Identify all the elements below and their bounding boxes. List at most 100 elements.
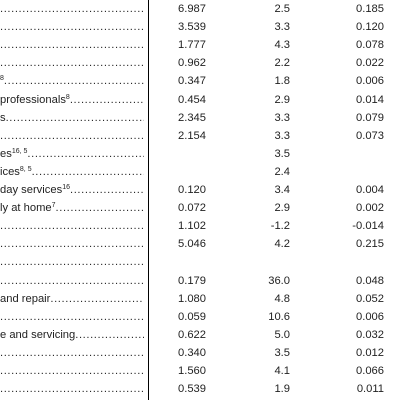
table-row: ........................................… xyxy=(0,381,400,397)
value-cell-3: 0.006 xyxy=(356,310,384,323)
value-cell-3: 0.066 xyxy=(356,365,384,377)
value-cell-1: 0.539 xyxy=(178,383,206,396)
value-cell-1: 0.622 xyxy=(178,328,206,341)
footnote-marker: 8, 5 xyxy=(19,165,32,173)
row-label: s.......................................… xyxy=(0,110,144,126)
row-label: ........................................… xyxy=(0,236,144,252)
value-cell-1: 2.154 xyxy=(178,129,206,142)
row-label: 8.......................................… xyxy=(0,73,144,89)
table-row: ........................................… xyxy=(0,345,400,361)
value-cell-3: 0.215 xyxy=(356,238,384,251)
row-label: ........................................… xyxy=(0,19,144,35)
table-row: ........................................… xyxy=(0,218,400,234)
value-cell-3: 0.048 xyxy=(356,274,384,287)
value-cell-3: 0.185 xyxy=(356,3,384,15)
table-row: 8.......................................… xyxy=(0,73,400,89)
row-label-text: ices xyxy=(0,165,20,178)
value-cell-1: 1.080 xyxy=(178,292,206,305)
footnote-marker: 7 xyxy=(51,202,56,210)
value-cell-2: 1.8 xyxy=(274,75,290,88)
footnote-marker: 8 xyxy=(0,75,4,83)
value-cell-2: 3.4 xyxy=(274,184,290,196)
value-cell-2: -1.2 xyxy=(270,220,290,233)
table-row: ........................................… xyxy=(0,273,400,289)
row-label-text: ly at home xyxy=(0,202,52,215)
footnote-marker: 16, 5 xyxy=(11,147,28,155)
leader-dots: ........................................… xyxy=(5,111,144,124)
row-label: ........................................… xyxy=(0,218,144,234)
value-cell-3: 0.052 xyxy=(356,292,384,305)
row-label-text: e and servicing xyxy=(0,328,76,341)
value-cell-2: 2.5 xyxy=(274,3,290,15)
value-cell-3: 0.073 xyxy=(356,129,384,142)
table-row: ........................................… xyxy=(0,363,400,379)
leader-dots: ........................................… xyxy=(0,256,144,269)
value-cell-2: 2.2 xyxy=(274,57,290,70)
value-cell-2: 36.0 xyxy=(268,274,290,287)
table-row: ........................................… xyxy=(0,55,400,71)
value-cell-1: 0.962 xyxy=(178,57,206,70)
leader-dots: ........................................… xyxy=(0,57,144,70)
value-cell-1: 1.777 xyxy=(178,39,206,52)
row-label: es16, 5.................................… xyxy=(0,146,144,162)
value-cell-1: 2.345 xyxy=(178,111,206,124)
column-divider xyxy=(148,0,149,400)
row-label: ........................................… xyxy=(0,254,144,270)
row-label: ........................................… xyxy=(0,309,144,325)
value-cell-3: 0.032 xyxy=(356,328,384,341)
leader-dots: ........................................… xyxy=(27,147,144,160)
value-cell-1: 0.340 xyxy=(178,346,206,359)
value-cell-1: 0.347 xyxy=(178,75,206,88)
value-cell-3: -0.014 xyxy=(352,220,384,233)
value-cell-3: 0.078 xyxy=(356,39,384,52)
value-cell-3: 0.120 xyxy=(356,21,384,34)
row-label: ices8, 5................................… xyxy=(0,164,144,180)
value-cell-3: 0.014 xyxy=(356,93,384,106)
leader-dots: ........................................… xyxy=(0,220,144,233)
value-cell-1: 1.560 xyxy=(178,365,206,377)
footnote-marker: 8 xyxy=(65,93,70,101)
leader-dots: ........................................… xyxy=(31,165,144,178)
leader-dots: ........................................… xyxy=(0,383,144,396)
row-label-text: day services xyxy=(0,184,63,196)
leader-dots: ........................................… xyxy=(55,202,144,215)
leader-dots: ........................................… xyxy=(75,328,144,341)
value-cell-2: 3.3 xyxy=(274,111,290,124)
row-label: day services16..........................… xyxy=(0,182,144,198)
table-row: professionals8..........................… xyxy=(0,92,400,108)
value-cell-2: 4.3 xyxy=(274,39,290,52)
row-label-text: and repair xyxy=(0,292,51,305)
leader-dots: ........................................… xyxy=(0,346,144,359)
value-cell-1: 0.454 xyxy=(178,93,206,106)
footnote-marker: 16 xyxy=(62,184,70,191)
value-cell-3: 0.022 xyxy=(356,57,384,70)
leader-dots: ........................................… xyxy=(0,365,144,377)
value-cell-3: 0.006 xyxy=(356,75,384,88)
leader-dots: ........................................… xyxy=(0,274,144,287)
value-cell-1: 5.046 xyxy=(178,238,206,251)
value-cell-2: 2.4 xyxy=(274,165,290,178)
table-row: ........................................… xyxy=(0,254,400,270)
table-row: es16, 5.................................… xyxy=(0,146,400,162)
table-row: ........................................… xyxy=(0,1,400,17)
value-cell-2: 1.9 xyxy=(274,383,290,396)
value-cell-2: 4.2 xyxy=(274,238,290,251)
row-label: ........................................… xyxy=(0,381,144,397)
value-cell-1: 3.539 xyxy=(178,21,206,34)
table-row: ........................................… xyxy=(0,128,400,144)
row-label: ly at home7.............................… xyxy=(0,200,144,216)
value-cell-2: 3.5 xyxy=(274,346,290,359)
table-row: ........................................… xyxy=(0,19,400,35)
table-row: ly at home7.............................… xyxy=(0,200,400,216)
row-label-text: professionals xyxy=(0,93,66,106)
row-label: ........................................… xyxy=(0,55,144,71)
value-cell-1: 0.072 xyxy=(178,202,206,215)
row-label: ........................................… xyxy=(0,1,144,17)
value-cell-1: 0.059 xyxy=(178,310,206,323)
leader-dots: ........................................… xyxy=(0,238,144,251)
table-row: e and servicing.........................… xyxy=(0,327,400,343)
row-label: ........................................… xyxy=(0,273,144,289)
value-cell-2: 5.0 xyxy=(274,328,290,341)
row-label: ........................................… xyxy=(0,363,144,379)
